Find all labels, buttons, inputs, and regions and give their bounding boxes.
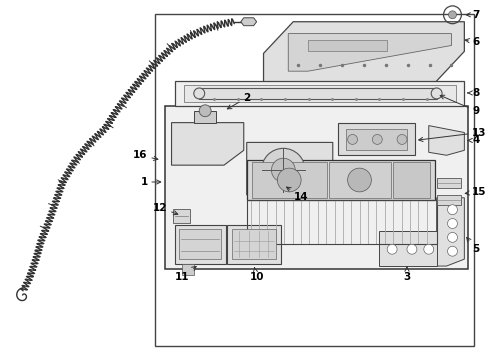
Circle shape bbox=[194, 88, 205, 99]
Bar bbox=[182, 264, 195, 275]
Polygon shape bbox=[184, 85, 457, 102]
Circle shape bbox=[347, 135, 358, 144]
Bar bbox=[247, 200, 437, 244]
Circle shape bbox=[199, 105, 211, 117]
Bar bbox=[227, 225, 281, 264]
Bar bbox=[393, 162, 430, 198]
Circle shape bbox=[424, 244, 434, 254]
Text: 2: 2 bbox=[227, 93, 250, 109]
Bar bbox=[179, 229, 221, 259]
Bar bbox=[345, 129, 407, 150]
Text: 1: 1 bbox=[141, 177, 161, 187]
Bar bbox=[329, 162, 391, 198]
Bar bbox=[155, 14, 474, 346]
Circle shape bbox=[277, 168, 301, 192]
Polygon shape bbox=[429, 126, 465, 155]
Circle shape bbox=[397, 135, 407, 144]
Text: 8: 8 bbox=[468, 88, 480, 98]
Polygon shape bbox=[199, 88, 437, 99]
Circle shape bbox=[431, 88, 442, 99]
Circle shape bbox=[448, 11, 457, 19]
Polygon shape bbox=[338, 123, 415, 155]
Bar bbox=[165, 106, 468, 269]
Polygon shape bbox=[241, 18, 257, 26]
Circle shape bbox=[372, 135, 382, 144]
Circle shape bbox=[447, 233, 458, 242]
Text: 7: 7 bbox=[466, 10, 480, 20]
Text: 4: 4 bbox=[468, 135, 480, 145]
Text: 6: 6 bbox=[465, 36, 480, 46]
Circle shape bbox=[347, 168, 371, 192]
Text: 16: 16 bbox=[133, 150, 158, 161]
Bar bbox=[174, 225, 226, 264]
Polygon shape bbox=[174, 81, 465, 106]
Text: 14: 14 bbox=[287, 187, 308, 202]
Circle shape bbox=[262, 148, 305, 192]
Bar bbox=[232, 229, 276, 259]
Text: 10: 10 bbox=[249, 267, 264, 282]
Text: 5: 5 bbox=[466, 238, 480, 254]
Text: 11: 11 bbox=[175, 266, 196, 282]
Polygon shape bbox=[308, 40, 387, 51]
Polygon shape bbox=[379, 231, 437, 266]
Bar bbox=[195, 111, 216, 123]
Bar bbox=[437, 195, 462, 205]
Bar bbox=[252, 162, 327, 198]
Circle shape bbox=[271, 158, 295, 182]
Polygon shape bbox=[288, 33, 451, 71]
Text: 15: 15 bbox=[465, 187, 487, 197]
Text: 3: 3 bbox=[403, 267, 411, 282]
Polygon shape bbox=[264, 22, 465, 83]
Bar bbox=[437, 178, 462, 188]
Text: 12: 12 bbox=[153, 203, 178, 215]
Bar bbox=[172, 209, 190, 222]
Circle shape bbox=[447, 246, 458, 256]
Polygon shape bbox=[172, 123, 244, 165]
Polygon shape bbox=[247, 143, 333, 195]
Circle shape bbox=[447, 205, 458, 215]
Circle shape bbox=[447, 219, 458, 229]
Circle shape bbox=[387, 244, 397, 254]
Polygon shape bbox=[437, 198, 465, 266]
Text: 9: 9 bbox=[440, 95, 479, 116]
Circle shape bbox=[407, 244, 417, 254]
Text: 13: 13 bbox=[419, 127, 487, 141]
Polygon shape bbox=[247, 160, 435, 200]
